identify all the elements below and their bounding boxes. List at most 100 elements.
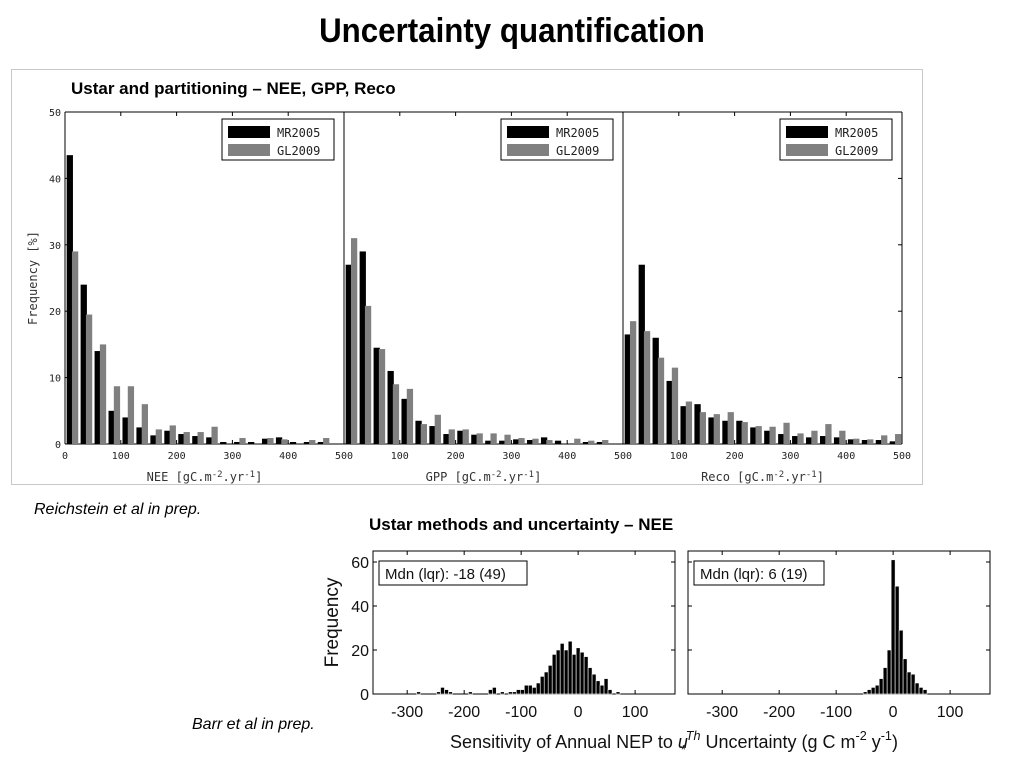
bottom-bar-right [918,687,924,695]
bar-nee-mr2005 [136,427,143,444]
bottom-bar-left [523,684,529,695]
bar-nee-mr2005 [275,437,283,444]
bar-reco-mr2005 [708,417,715,444]
bottom-annotation-text: Mdn (lqr): 6 (19) [700,566,808,583]
bar-nee-mr2005 [192,436,199,444]
bar-reco-mr2005 [694,404,701,444]
bottom-xlabel: Sensitivity of Annual NEP to u*Th Uncert… [450,729,898,757]
bar-reco-mr2005 [652,337,659,444]
bar-gpp-gl2009 [392,384,400,444]
bottom-bar-left [492,687,497,695]
bottom-bar-left [551,654,557,695]
bottom-bar-right [866,689,872,695]
bar-reco-gl2009 [895,434,902,444]
top-chart-frame [11,69,923,485]
bar-gpp-gl2009 [546,440,553,444]
bar-nee-gl2009 [211,426,218,444]
bar-reco-gl2009 [839,430,846,444]
bottom-bar-right [906,671,912,695]
bar-gpp-gl2009 [504,434,511,444]
bar-gpp-gl2009 [602,440,609,444]
bottom-bar-left [543,671,549,695]
bottom-bar-left [508,691,513,695]
bar-reco-gl2009 [671,367,679,444]
bar-reco-gl2009 [881,435,888,444]
bar-nee-mr2005 [178,434,185,444]
bar-reco-mr2005 [736,420,743,444]
bar-nee-mr2005 [108,410,115,444]
bottom-bar-left [599,684,605,695]
bar-reco-gl2009 [685,401,693,444]
top-xtick-label: 500 [614,451,632,462]
bar-reco-mr2005 [889,441,897,444]
bar-reco-gl2009 [797,433,804,444]
bottom-bar-left [591,673,597,695]
bar-nee-mr2005 [289,442,297,444]
bottom-bar-left [468,691,473,695]
top-xtick-label: 500 [335,451,353,462]
bar-reco-gl2009 [657,357,665,444]
bottom-annotation-box [378,560,528,586]
bottom-ytick-label: 60 [351,555,369,572]
top-xtick-label: 400 [837,451,855,462]
bar-reco-gl2009 [699,412,707,444]
bar-nee-mr2005 [122,417,129,444]
bottom-chart-heading: Ustar methods and uncertainty – NEE [369,515,674,534]
bar-nee-gl2009 [169,425,176,444]
bar-nee-gl2009 [267,438,274,444]
top-xlabel-nee: NEE [gC.m-2.yr-1] [147,470,263,484]
bar-gpp-mr2005 [554,440,562,444]
bottom-bar-left [416,691,421,695]
top-legend-swatch [786,144,828,156]
bottom-bar-right [886,649,892,695]
bar-gpp-gl2009 [420,424,428,444]
bottom-bar-right [922,689,928,695]
bar-reco-mr2005 [624,334,631,444]
top-chart-heading: Ustar and partitioning – NEE, GPP, Reco [71,79,396,98]
bar-gpp-mr2005 [499,440,506,444]
bar-gpp-mr2005 [373,347,380,444]
bar-gpp-mr2005 [401,398,408,444]
top-ytick-label: 40 [49,174,61,185]
bottom-bar-left [603,678,609,695]
bottom-xtick-label: 100 [622,704,649,721]
bar-reco-mr2005 [792,436,799,444]
bar-gpp-gl2009 [490,433,497,444]
bar-reco-gl2009 [727,412,734,444]
credit-bottom: Barr et al in prep. [192,716,315,733]
top-ytick-label: 30 [49,241,61,252]
top-legend-label: MR2005 [277,126,320,140]
bottom-bar-left [571,654,577,695]
bottom-bar-left [615,691,621,695]
top-ytick-label: 20 [49,307,61,318]
top-xtick-label: 200 [447,451,465,462]
top-histogram: 0 10 20 30 40 50 Frequency [%] 0 100 200 300 400 500… [26,108,911,462]
bar-reco-mr2005 [680,406,687,444]
bar-gpp-gl2009 [476,433,483,444]
bottom-bar-left [567,640,573,695]
bottom-ytick-label: 0 [360,687,369,704]
bottom-bar-left [547,665,553,695]
bar-reco-gl2009 [741,422,748,444]
bottom-bar-left [575,647,581,695]
bottom-xtick-label: 0 [889,704,898,721]
slide-title: Uncertainty quantification [319,12,705,50]
bar-reco-gl2009 [755,426,762,444]
bar-nee-mr2005 [66,155,73,444]
top-xtick-label: 300 [223,451,241,462]
top-xtick-label: 400 [558,451,576,462]
bottom-xtick-label: 100 [937,704,964,721]
top-xtick-label: 0 [62,451,68,462]
bar-nee-mr2005 [206,437,213,444]
bottom-bar-left [559,643,565,695]
bottom-bar-right [878,678,884,695]
bar-reco-gl2009 [825,424,832,444]
bar-gpp-mr2005 [485,440,492,444]
bar-gpp-gl2009 [518,438,525,444]
top-ytick-label: 50 [49,108,61,119]
bottom-bar-left [579,651,585,695]
bar-reco-mr2005 [833,437,841,444]
top-xtick-label: 100 [670,451,688,462]
bar-nee-gl2009 [99,344,107,444]
